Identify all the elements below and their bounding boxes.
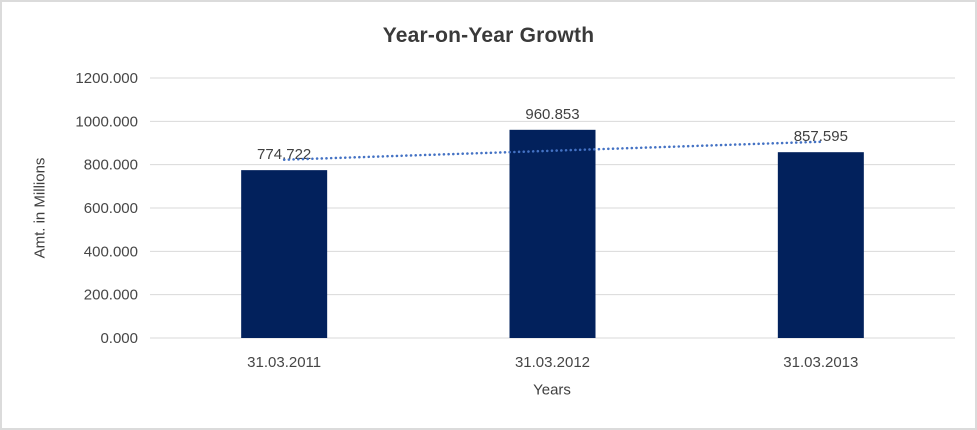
data-label: 960.853 [525,106,579,123]
chart-title: Year-on-Year Growth [382,24,595,47]
x-tick-label: 31.03.2011 [247,354,321,371]
x-tick-label: 31.03.2013 [783,354,858,371]
bar-31.03.2013 [777,152,864,338]
x-tick-label: 31.03.2012 [515,354,590,371]
y-tick-label: 1200.000 [75,70,138,87]
y-tick-label: 600.000 [84,200,138,217]
x-axis-title: Years [533,381,571,399]
bar-31.03.2011 [241,170,328,338]
y-tick-label: 0.000 [100,330,138,347]
bar-31.03.2012 [509,129,596,338]
y-tick-label: 400.000 [84,243,138,260]
data-label: 857.595 [794,128,848,145]
y-tick-label: 800.000 [84,157,138,174]
y-tick-label: 200.000 [84,287,138,304]
trendline [282,140,823,161]
y-tick-label: 1000.000 [75,113,138,130]
